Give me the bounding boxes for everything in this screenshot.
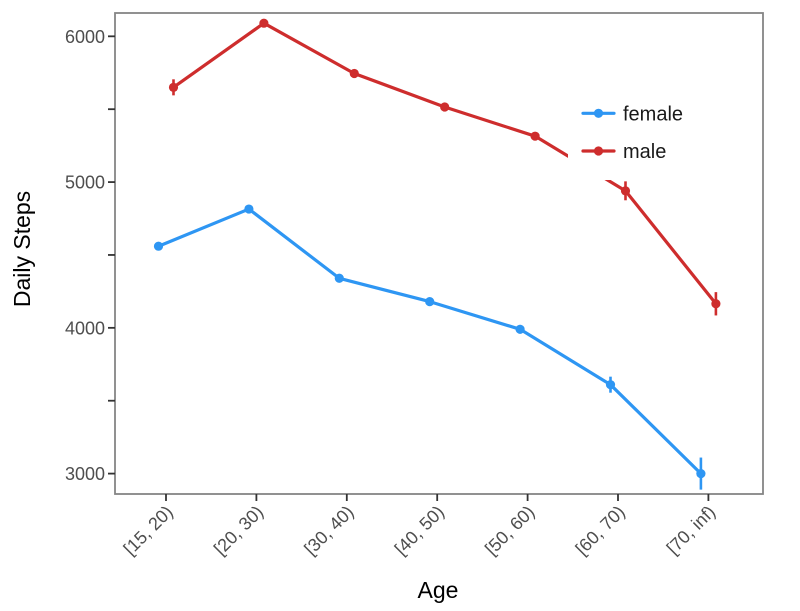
point-female: [515, 324, 525, 334]
y-axis-title: Daily Steps: [9, 191, 35, 307]
point-female: [334, 273, 344, 283]
point-female: [425, 297, 435, 307]
y-tick-label: 5000: [65, 173, 105, 193]
point-female: [605, 380, 616, 390]
point-male: [711, 299, 721, 309]
point-male: [440, 102, 450, 112]
y-tick-label: 4000: [65, 318, 105, 338]
point-female: [696, 468, 706, 479]
legend-background: [568, 93, 692, 180]
y-axis: 3000 4000 5000 6000 Daily Steps: [9, 27, 115, 484]
point-female: [153, 241, 164, 251]
legend-item-male: male: [581, 141, 666, 163]
x-axis-title: Age: [418, 577, 459, 603]
point-female: [244, 204, 254, 214]
legend-key-point-female: [593, 108, 604, 118]
legend-label-male: male: [623, 141, 666, 163]
series-female: [153, 204, 706, 490]
legend: female male: [568, 93, 692, 180]
point-male: [530, 131, 540, 141]
series-male: [168, 18, 721, 316]
point-male: [620, 186, 631, 196]
y-tick-label: 6000: [65, 27, 105, 47]
point-male: [168, 82, 179, 92]
legend-key-point-male: [593, 146, 604, 156]
legend-label-female: female: [623, 103, 683, 125]
plot-panel: [114, 12, 764, 495]
point-male: [259, 18, 269, 28]
legend-item-female: female: [581, 103, 683, 125]
y-tick-label: 3000: [65, 464, 105, 484]
point-male: [349, 68, 359, 79]
